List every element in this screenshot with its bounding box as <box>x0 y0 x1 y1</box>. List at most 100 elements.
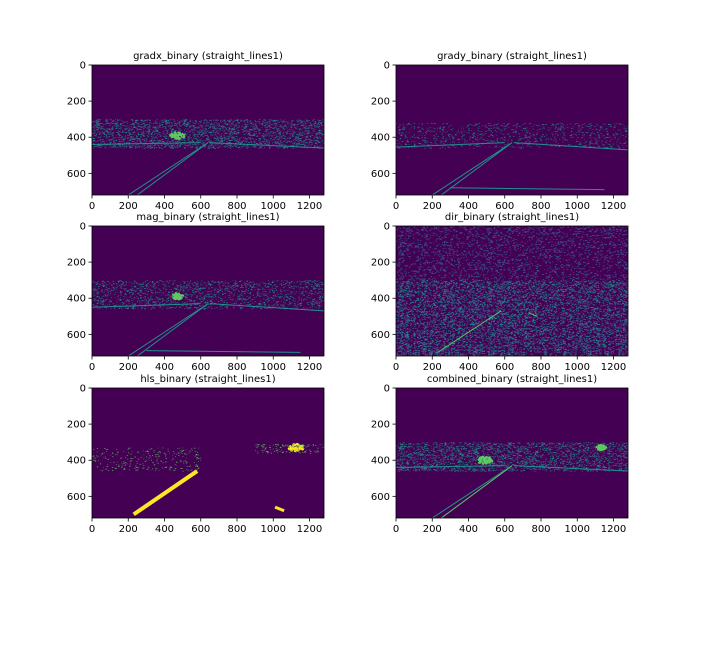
edge-line-4 <box>450 187 605 191</box>
x-tick-label: 600 <box>191 524 210 535</box>
lane-line-0 <box>127 303 209 356</box>
x-tick-label: 200 <box>119 362 138 373</box>
y-tick-label: 600 <box>371 330 390 341</box>
x-tick-label: 200 <box>119 524 138 535</box>
x-tick-label: 600 <box>495 201 514 212</box>
edge-line-3 <box>209 142 324 149</box>
blob-5 <box>169 131 186 141</box>
lane-line-1 <box>274 505 285 513</box>
subplot-1: grady_binary (straight_lines1) 0 200 400 600… <box>371 51 629 212</box>
x-tick-label: 1000 <box>261 201 286 212</box>
x-tick-label: 400 <box>459 201 478 212</box>
y-tick-label: 200 <box>67 258 86 269</box>
x-tick-label: 1200 <box>601 524 626 535</box>
x-tick-label: 1000 <box>565 201 590 212</box>
x-tick-label: 0 <box>89 201 95 212</box>
subplot-3: dir_binary (straight_lines1) 0 200 400 600 80… <box>371 212 629 373</box>
y-tick-label: 200 <box>67 97 86 108</box>
x-tick-label: 1200 <box>297 362 322 373</box>
axes-frame <box>91 387 325 519</box>
y-tick-label: 0 <box>80 61 86 72</box>
y-tick-label: 600 <box>67 330 86 341</box>
lane-line-3 <box>528 312 538 317</box>
lane-line-1 <box>137 303 209 356</box>
texture-5 <box>92 280 324 310</box>
lane-line-0 <box>431 142 513 195</box>
x-tick-label: 800 <box>531 524 550 535</box>
subplot-5: combined_binary (straight_lines1) 0 200 400… <box>371 374 629 535</box>
x-tick-label: 1200 <box>297 524 322 535</box>
x-tick-label: 200 <box>423 201 442 212</box>
y-tick-label: 0 <box>80 384 86 395</box>
x-tick-label: 400 <box>459 362 478 373</box>
texture-5 <box>396 122 628 149</box>
texture-4 <box>396 442 628 472</box>
x-tick-label: 1200 <box>297 201 322 212</box>
subplot-title: dir_binary (straight_lines1) <box>445 212 579 223</box>
x-tick-label: 200 <box>119 201 138 212</box>
image-background <box>396 65 628 195</box>
image-content <box>396 442 628 518</box>
x-tick-label: 0 <box>393 524 399 535</box>
x-tick-label: 600 <box>191 201 210 212</box>
x-tick-label: 800 <box>531 201 550 212</box>
x-tick-label: 1000 <box>261 362 286 373</box>
blob-6 <box>171 292 185 301</box>
image-content <box>92 119 324 195</box>
x-tick-label: 0 <box>89 362 95 373</box>
y-tick-label: 400 <box>67 294 86 305</box>
y-tick-label: 600 <box>67 492 86 503</box>
x-tick-label: 600 <box>495 362 514 373</box>
image-content <box>92 280 324 356</box>
axes-frame <box>395 225 629 357</box>
image-background <box>92 65 324 195</box>
image-background <box>396 388 628 518</box>
y-tick-label: 200 <box>67 420 86 431</box>
y-tick-label: 400 <box>371 133 390 144</box>
y-tick-label: 200 <box>371 258 390 269</box>
x-tick-label: 400 <box>155 362 174 373</box>
axes-frame <box>91 225 325 357</box>
lane-line-1 <box>441 142 513 195</box>
lane-line-0 <box>132 469 199 517</box>
y-tick-label: 600 <box>67 169 86 180</box>
x-tick-label: 400 <box>155 524 174 535</box>
texture-3 <box>92 447 202 472</box>
x-tick-label: 600 <box>495 524 514 535</box>
blob-6 <box>595 444 608 452</box>
x-tick-label: 600 <box>191 362 210 373</box>
subplot-title: gradx_binary (straight_lines1) <box>133 51 283 62</box>
y-tick-label: 400 <box>371 456 390 467</box>
y-tick-label: 400 <box>67 456 86 467</box>
x-tick-label: 800 <box>227 201 246 212</box>
edge-line-2 <box>396 142 505 148</box>
lane-line-2 <box>437 310 502 353</box>
image-background <box>92 388 324 518</box>
axes-frame <box>395 387 629 519</box>
y-tick-label: 0 <box>384 384 390 395</box>
y-tick-label: 200 <box>371 420 390 431</box>
x-tick-label: 0 <box>393 201 399 212</box>
x-tick-label: 1000 <box>565 362 590 373</box>
y-tick-label: 600 <box>371 169 390 180</box>
y-tick-label: 400 <box>371 294 390 305</box>
subplot-0: gradx_binary (straight_lines1) 0 200 400 600… <box>67 51 325 212</box>
x-tick-label: 800 <box>227 362 246 373</box>
y-tick-label: 400 <box>67 133 86 144</box>
lane-line-0 <box>431 465 513 518</box>
y-tick-label: 0 <box>384 222 390 233</box>
subplot-2: mag_binary (straight_lines1) 0 200 400 600 80… <box>67 212 325 373</box>
x-tick-label: 0 <box>89 524 95 535</box>
x-tick-label: 800 <box>531 362 550 373</box>
edge-line-2 <box>92 303 201 308</box>
x-tick-label: 0 <box>393 362 399 373</box>
image-content <box>396 122 628 195</box>
x-tick-label: 200 <box>423 362 442 373</box>
subplot-title: combined_binary (straight_lines1) <box>427 374 597 385</box>
texture-4 <box>92 119 324 149</box>
x-tick-label: 1000 <box>261 524 286 535</box>
lane-line-1 <box>441 465 513 518</box>
image-content <box>92 442 324 517</box>
y-tick-label: 600 <box>371 492 390 503</box>
